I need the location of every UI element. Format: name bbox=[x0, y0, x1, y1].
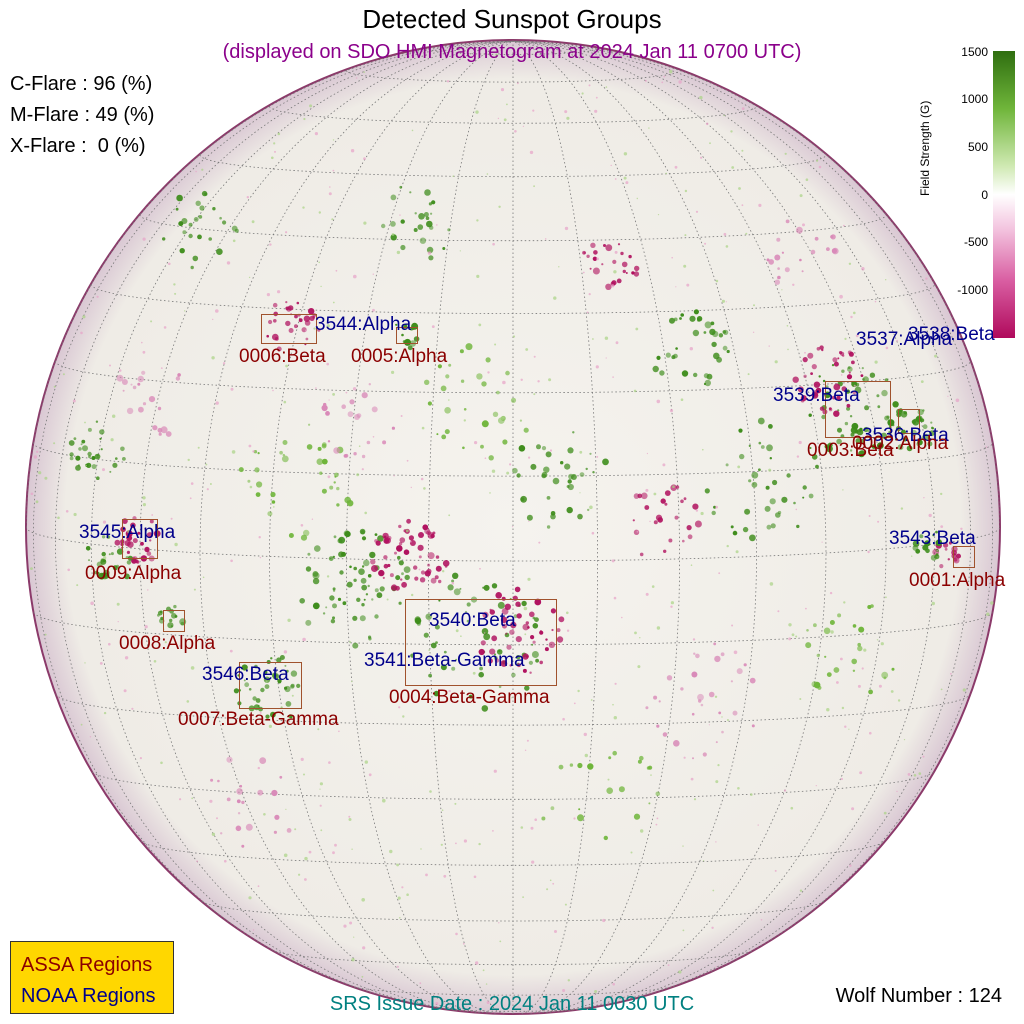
region-legend: ASSA Regions NOAA Regions bbox=[10, 941, 174, 1014]
region-box bbox=[239, 662, 302, 709]
legend-noaa: NOAA Regions bbox=[21, 985, 156, 1007]
colorbar-tick: 1000 bbox=[961, 92, 988, 106]
noaa-region-label: 3546:Beta bbox=[202, 664, 289, 685]
chart-subtitle: (displayed on SDO HMI Magnetogram at 202… bbox=[222, 41, 802, 63]
region-box bbox=[122, 519, 158, 559]
noaa-region-label: 3543:Beta bbox=[889, 528, 976, 549]
chart-title: Detected Sunspot Groups bbox=[362, 4, 662, 34]
c-flare-probability: C-Flare : 96 (%) bbox=[10, 73, 153, 95]
region-box bbox=[405, 599, 557, 686]
noaa-region-label: 3545:Alpha bbox=[79, 522, 176, 543]
region-box bbox=[898, 409, 920, 434]
assa-region-label: 0006:Beta bbox=[239, 346, 326, 367]
colorbar-tick: 0 bbox=[981, 188, 988, 202]
noaa-region-label: 3537:Alpha bbox=[856, 329, 953, 350]
colorbar-tick: -1000 bbox=[957, 283, 988, 297]
region-box bbox=[953, 546, 975, 568]
noaa-region-label: 3541:Beta-Gamma bbox=[364, 650, 525, 671]
assa-region-label: 0002:Alpha bbox=[852, 433, 949, 454]
region-box bbox=[396, 327, 418, 344]
noaa-region-label: 3544:Alpha bbox=[315, 314, 412, 335]
assa-region-label: 0001:Alpha bbox=[909, 570, 1006, 591]
colorbar-title: Field Strength (G) bbox=[918, 100, 932, 196]
field-strength-colorbar bbox=[993, 51, 1015, 338]
region-box bbox=[261, 314, 317, 344]
region-box bbox=[163, 610, 185, 632]
assa-region-label: 0005:Alpha bbox=[351, 346, 448, 367]
colorbar-tick: -500 bbox=[963, 235, 988, 249]
colorbar-tick: 1500 bbox=[961, 45, 988, 59]
assa-region-label: 0003:Beta bbox=[807, 440, 894, 461]
magnetic-field-patches bbox=[30, 51, 994, 1010]
assa-region-label: 0008:Alpha bbox=[119, 633, 216, 654]
assa-region-label: 0004:Beta-Gamma bbox=[389, 687, 550, 708]
m-flare-probability: M-Flare : 49 (%) bbox=[10, 104, 155, 126]
assa-region-label: 0009:Alpha bbox=[85, 563, 182, 584]
legend-assa: ASSA Regions bbox=[21, 954, 153, 976]
noaa-region-label: 3539:Beta bbox=[773, 385, 860, 406]
noaa-region-label: 3536:Beta bbox=[862, 425, 949, 446]
heliographic-grid bbox=[26, 40, 1000, 1014]
noaa-region-label: 3538:Beta bbox=[908, 324, 995, 345]
noaa-region-label: 3540:Beta bbox=[429, 610, 516, 631]
x-flare-probability: X-Flare : 0 (%) bbox=[10, 135, 146, 157]
wolf-number: Wolf Number : 124 bbox=[835, 985, 1002, 1007]
assa-region-label: 0007:Beta-Gamma bbox=[178, 709, 339, 730]
srs-issue-date: SRS Issue Date : 2024 Jan 11 0030 UTC bbox=[329, 993, 695, 1015]
colorbar-tick: 500 bbox=[967, 140, 988, 154]
region-box bbox=[825, 381, 891, 438]
